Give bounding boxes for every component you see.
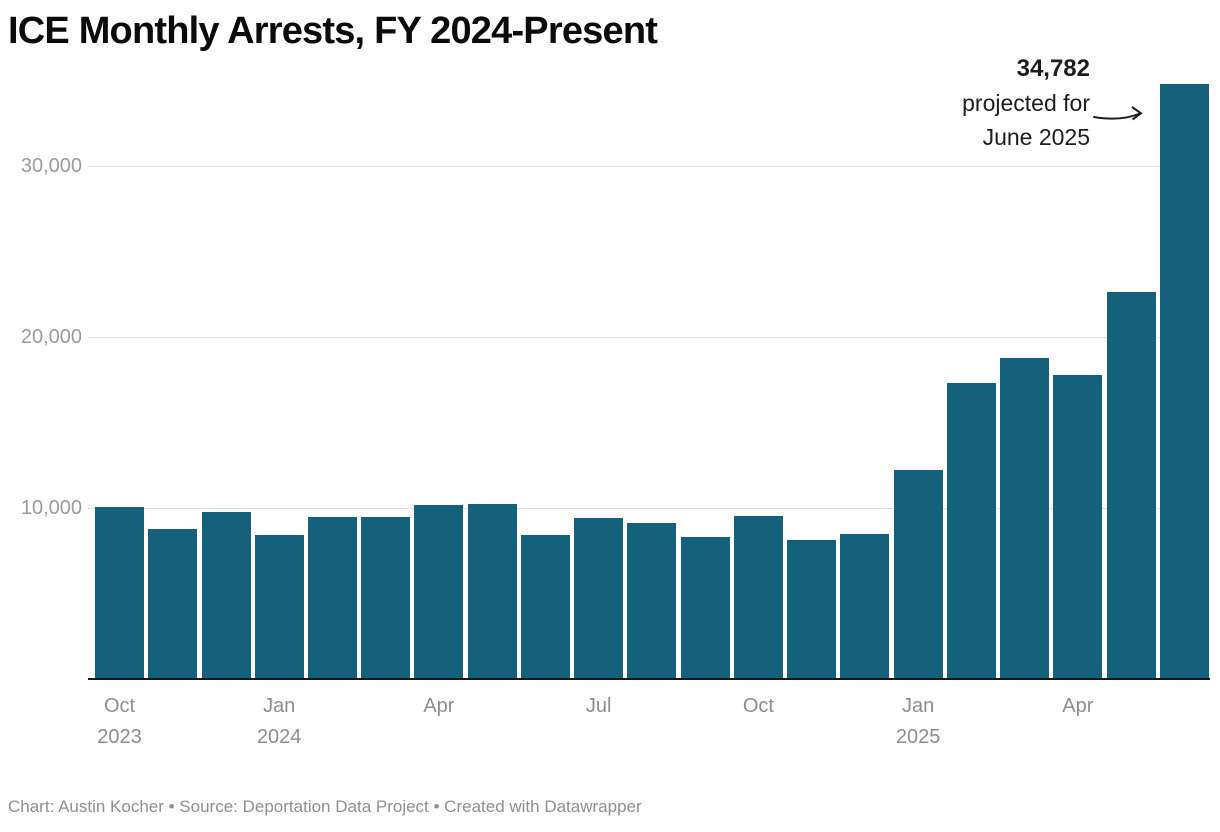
- bar-may-2025[interactable]: [1106, 291, 1156, 679]
- x-axis-tick-line: Jan: [263, 695, 296, 717]
- gridline-30000: [88, 166, 1210, 167]
- x-axis-tick-apr-2025: Apr: [1013, 691, 1143, 722]
- x-axis-tick-jan-2024: Jan 2024: [214, 691, 344, 753]
- x-axis-tick-jul-2024: Jul: [534, 691, 664, 722]
- bar-mar-2024[interactable]: [361, 517, 411, 679]
- annotation-text-line-3: June 2025: [982, 124, 1090, 150]
- x-axis-tick-apr-2024: Apr: [374, 691, 504, 722]
- x-axis-tick-line: Oct: [742, 695, 774, 717]
- bar-jul-2024[interactable]: [574, 518, 624, 679]
- bar-dec-2023[interactable]: [201, 512, 251, 679]
- x-axis-tick-jan-2025: Jan 2025: [853, 691, 983, 753]
- right-arrow-icon: [1093, 106, 1143, 121]
- bar-apr-2025[interactable]: [1053, 374, 1103, 679]
- gridline-10000: [88, 508, 1210, 509]
- bar-feb-2025[interactable]: [946, 383, 996, 679]
- x-axis-line: [88, 678, 1210, 680]
- projection-annotation: 34,782 projected for June 2025: [962, 52, 1090, 154]
- bar-jun-2024[interactable]: [520, 534, 570, 679]
- x-axis-tick-line: Apr: [423, 695, 455, 717]
- bar-dec-2024[interactable]: [840, 533, 890, 679]
- bar-mar-2025[interactable]: [1000, 357, 1050, 679]
- bar-jun-2025-projected[interactable]: [1159, 84, 1209, 679]
- x-axis-tick-line: Jul: [585, 695, 612, 717]
- annotation-text-line-2: projected for: [962, 90, 1090, 116]
- x-axis-tick-line: 2023: [97, 726, 142, 748]
- chart-title: ICE Monthly Arrests, FY 2024-Present: [8, 10, 658, 52]
- x-axis-tick-line: Jan: [901, 695, 935, 717]
- bar-feb-2024[interactable]: [308, 516, 357, 679]
- bar-sep-2024[interactable]: [680, 537, 730, 679]
- x-axis-tick-line: Oct: [103, 695, 136, 717]
- gridline-20000: [88, 337, 1210, 338]
- bar-oct-2024[interactable]: [733, 515, 783, 679]
- chart-footer: Chart: Austin Kocher • Source: Deportati…: [8, 797, 642, 816]
- x-axis-tick-oct-2023: Oct 2023: [55, 691, 185, 753]
- bar-nov-2023[interactable]: [148, 529, 198, 679]
- x-axis-tick-line: 2024: [256, 726, 302, 748]
- x-axis-tick-line: Apr: [1062, 695, 1094, 717]
- bar-oct-2023[interactable]: [95, 507, 144, 679]
- bar-aug-2024[interactable]: [627, 523, 677, 679]
- y-axis-tick-30000: 30,000: [20, 155, 82, 177]
- y-axis-tick-20000: 20,000: [20, 326, 82, 348]
- x-axis-tick-oct-2024: Oct: [693, 691, 823, 722]
- bar-may-2024[interactable]: [467, 503, 517, 679]
- annotation-value: 34,782: [1016, 55, 1090, 82]
- y-axis-tick-10000: 10,000: [20, 497, 82, 519]
- bar-jan-2025[interactable]: [893, 470, 943, 679]
- x-axis-tick-line: 2025: [895, 726, 941, 748]
- bar-jan-2024[interactable]: [254, 535, 304, 679]
- bar-nov-2024[interactable]: [787, 539, 837, 679]
- bar-apr-2024[interactable]: [414, 505, 464, 679]
